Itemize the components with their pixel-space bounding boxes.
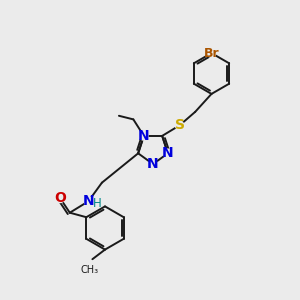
Text: S: S bbox=[175, 118, 184, 132]
Text: CH₃: CH₃ bbox=[81, 265, 99, 275]
Text: Br: Br bbox=[204, 46, 219, 60]
Ellipse shape bbox=[176, 121, 184, 130]
Ellipse shape bbox=[140, 132, 148, 140]
Text: N: N bbox=[147, 157, 159, 171]
Text: N: N bbox=[138, 129, 150, 143]
Ellipse shape bbox=[149, 160, 157, 168]
Ellipse shape bbox=[56, 194, 64, 202]
Text: N: N bbox=[162, 146, 174, 160]
Ellipse shape bbox=[164, 149, 172, 158]
Ellipse shape bbox=[207, 49, 216, 57]
Ellipse shape bbox=[84, 197, 93, 206]
Text: H: H bbox=[92, 197, 101, 210]
Text: O: O bbox=[54, 191, 66, 205]
Text: N: N bbox=[82, 194, 94, 208]
